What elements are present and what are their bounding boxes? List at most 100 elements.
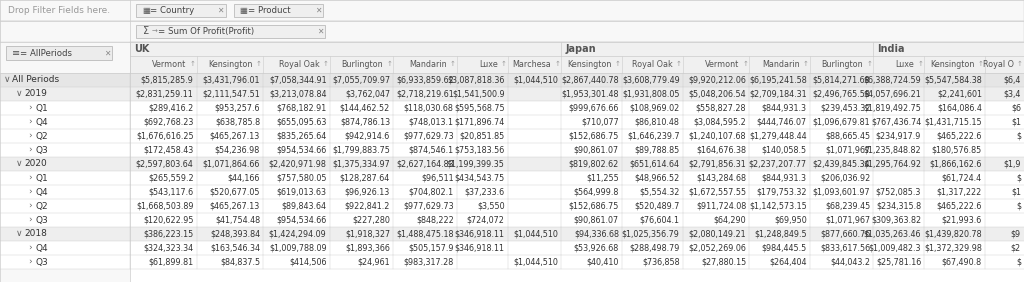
Text: $638,785.8: $638,785.8: [215, 118, 260, 127]
Bar: [0, 101, 1024, 115]
Text: $3,084,595.2: $3,084,595.2: [693, 118, 746, 127]
Text: $2,718,219.61: $2,718,219.61: [396, 89, 454, 98]
Text: $1,799,883.75: $1,799,883.75: [332, 146, 390, 155]
Text: Vermont: Vermont: [705, 60, 739, 69]
Text: $5,554.32: $5,554.32: [639, 188, 680, 197]
Text: Burlington: Burlington: [821, 60, 863, 69]
Text: $120,622.95: $120,622.95: [143, 215, 194, 224]
Text: $206,036.92: $206,036.92: [820, 173, 870, 182]
Text: $61,899.81: $61,899.81: [148, 257, 194, 266]
Text: $1,240,107.68: $1,240,107.68: [689, 131, 746, 140]
Text: $520,489.7: $520,489.7: [634, 202, 680, 210]
Text: ›: ›: [28, 188, 32, 197]
Text: $2,597,803.64: $2,597,803.64: [136, 160, 194, 169]
Text: $64,290: $64,290: [714, 215, 746, 224]
Text: $6,4: $6,4: [1004, 76, 1021, 85]
Text: $118,030.68: $118,030.68: [403, 103, 454, 113]
Text: $1,071,967: $1,071,967: [825, 146, 870, 155]
Text: Q3: Q3: [36, 215, 49, 224]
Bar: [130, 56, 1024, 73]
Text: Royal O: Royal O: [983, 60, 1014, 69]
Text: $704,802.1: $704,802.1: [409, 188, 454, 197]
Text: $1,375,334.97: $1,375,334.97: [333, 160, 390, 169]
Text: ↑: ↑: [501, 61, 507, 67]
Text: $9: $9: [1011, 230, 1021, 239]
Text: $2,791,856.31: $2,791,856.31: [688, 160, 746, 169]
Text: $1,096,679.81: $1,096,679.81: [813, 118, 870, 127]
Text: $1,071,967: $1,071,967: [825, 215, 870, 224]
Text: 2019: 2019: [24, 89, 47, 98]
Text: $655,095.63: $655,095.63: [276, 118, 327, 127]
Text: $1,439,820.78: $1,439,820.78: [925, 230, 982, 239]
Text: $44,043.2: $44,043.2: [830, 257, 870, 266]
Bar: [130, 42, 1024, 56]
Text: $128,287.64: $128,287.64: [340, 173, 390, 182]
Text: $3,087,818.36: $3,087,818.36: [447, 76, 505, 85]
Bar: [136, 4, 225, 17]
Text: $1,235,848.82: $1,235,848.82: [863, 146, 922, 155]
Text: Kensington: Kensington: [567, 60, 612, 69]
Text: $692,768.23: $692,768.23: [143, 118, 194, 127]
Bar: [0, 73, 1024, 87]
Text: $1,044,510: $1,044,510: [513, 257, 558, 266]
Bar: [0, 143, 1024, 157]
Bar: [233, 4, 323, 17]
Text: $3,608,779.49: $3,608,779.49: [622, 76, 680, 85]
Bar: [0, 129, 1024, 143]
Text: $180,576.85: $180,576.85: [932, 146, 982, 155]
Text: $819,802.62: $819,802.62: [568, 160, 618, 169]
Text: $2,237,207.77: $2,237,207.77: [749, 160, 807, 169]
Text: $2,496,765.58: $2,496,765.58: [812, 89, 870, 98]
Text: $86,810.48: $86,810.48: [635, 118, 680, 127]
Text: Q2: Q2: [36, 131, 48, 140]
Text: $5,048,206.54: $5,048,206.54: [688, 89, 746, 98]
Text: ›: ›: [28, 103, 32, 113]
Text: $68,239.45: $68,239.45: [825, 202, 870, 210]
Text: $844,931.3: $844,931.3: [762, 173, 807, 182]
Text: $234,315.8: $234,315.8: [877, 202, 922, 210]
Text: $7,055,709.97: $7,055,709.97: [332, 76, 390, 85]
Text: $558,827.28: $558,827.28: [695, 103, 746, 113]
Text: $1,866,162.6: $1,866,162.6: [930, 160, 982, 169]
Text: $248,393.84: $248,393.84: [210, 230, 260, 239]
Text: Luxe: Luxe: [895, 60, 914, 69]
Text: UK: UK: [134, 44, 150, 54]
Text: $1,025,356.79: $1,025,356.79: [622, 230, 680, 239]
Bar: [0, 199, 1024, 213]
Text: 2018: 2018: [24, 230, 47, 239]
Text: $: $: [1016, 257, 1021, 266]
Text: = Product: = Product: [248, 6, 290, 15]
Text: ∨: ∨: [16, 89, 23, 98]
Text: $767,436.74: $767,436.74: [871, 118, 922, 127]
Text: $44,166: $44,166: [227, 173, 260, 182]
Text: ↑: ↑: [866, 61, 872, 67]
Text: $1,668,503.89: $1,668,503.89: [136, 202, 194, 210]
Text: $520,677.05: $520,677.05: [210, 188, 260, 197]
Text: ↑: ↑: [386, 61, 392, 67]
Text: $835,265.64: $835,265.64: [276, 131, 327, 140]
Text: $505,157.9: $505,157.9: [409, 243, 454, 252]
Text: ▦: ▦: [240, 6, 248, 15]
Text: ↑: ↑: [918, 61, 923, 67]
Text: $3,762,047: $3,762,047: [345, 89, 390, 98]
Text: Mandarin: Mandarin: [762, 60, 800, 69]
Bar: [0, 171, 1024, 185]
Text: $6: $6: [1011, 103, 1021, 113]
Text: $2,627,164.83: $2,627,164.83: [396, 160, 454, 169]
Text: $977,629.73: $977,629.73: [403, 131, 454, 140]
Text: $: $: [1016, 202, 1021, 210]
Text: ▦: ▦: [142, 6, 150, 15]
Text: $1: $1: [1011, 118, 1021, 127]
Text: $465,267.13: $465,267.13: [210, 131, 260, 140]
Text: Kensington: Kensington: [931, 60, 975, 69]
Bar: [0, 0, 1024, 21]
Text: $2,709,184.31: $2,709,184.31: [750, 89, 807, 98]
Text: $61,724.4: $61,724.4: [942, 173, 982, 182]
Text: $1,646,239.7: $1,646,239.7: [627, 131, 680, 140]
Text: ↑: ↑: [189, 61, 196, 67]
Text: Q3: Q3: [36, 146, 49, 155]
Text: $2,111,547.51: $2,111,547.51: [203, 89, 260, 98]
Text: $96,511: $96,511: [421, 173, 454, 182]
Text: $984,445.5: $984,445.5: [762, 243, 807, 252]
Text: Q1: Q1: [36, 103, 49, 113]
